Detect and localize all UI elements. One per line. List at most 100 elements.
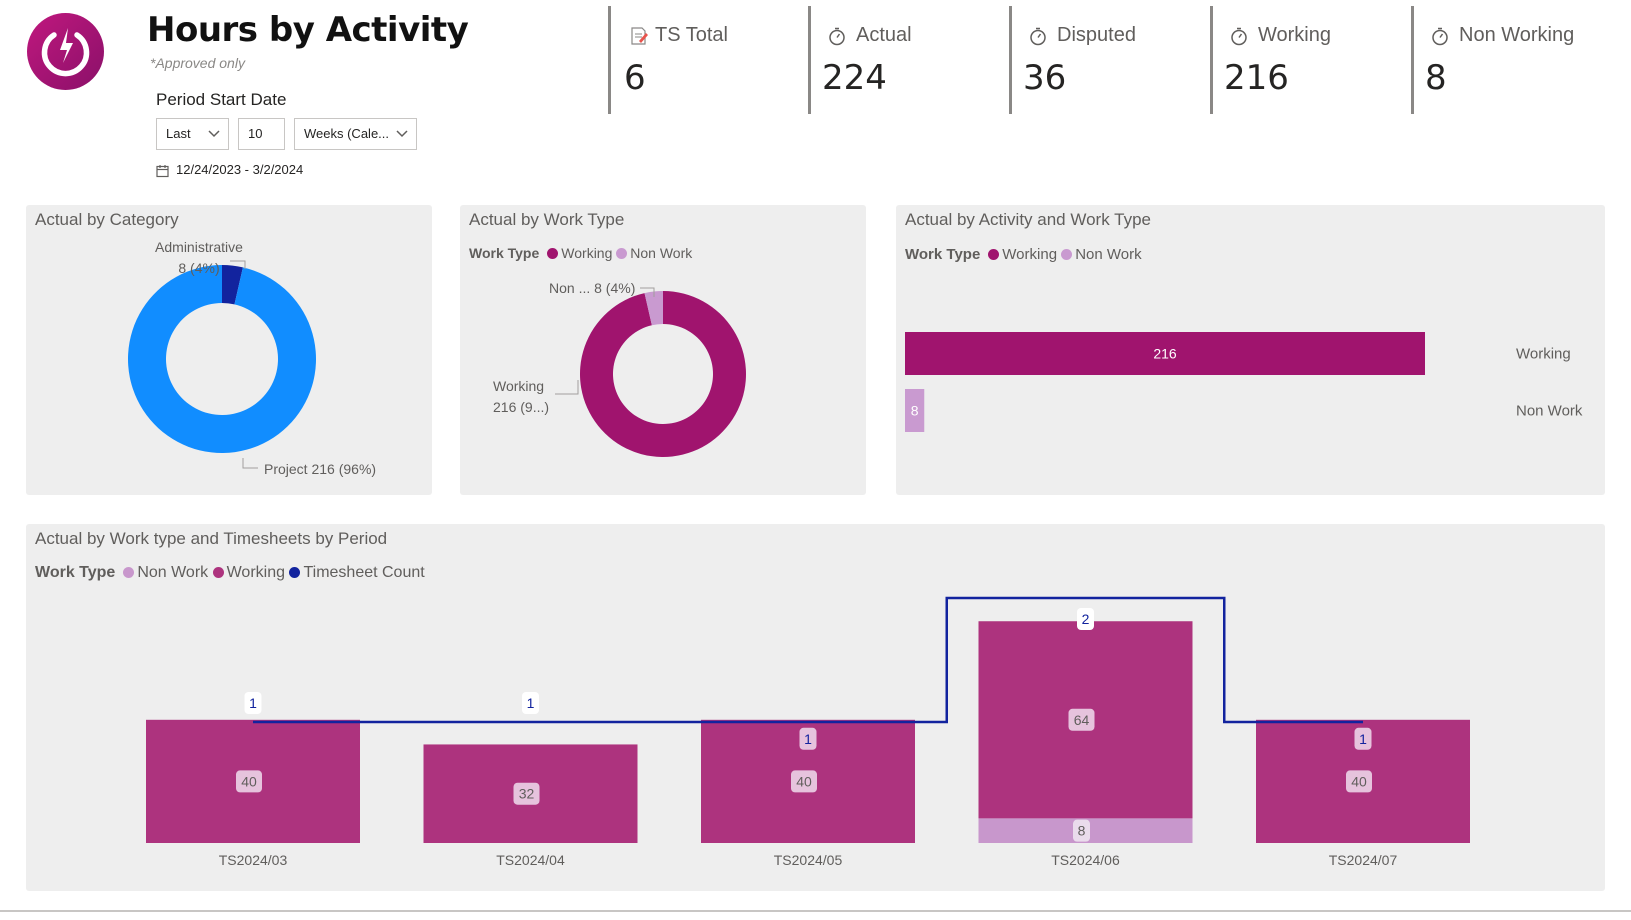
legend-nonwork-swatch <box>123 567 135 578</box>
category-chart-title: Actual by Category <box>35 210 179 229</box>
activity-chart-panel[interactable]: Actual by Activity and Work Type Work Ty… <box>896 205 1605 495</box>
date-range-text: 12/24/2023 - 3/2/2024 <box>176 162 304 177</box>
period-mode-value: Last <box>166 126 191 141</box>
activity-category-label: Non Work <box>1516 403 1583 420</box>
admin-label-name: Administrative <box>155 239 243 255</box>
legend-working-swatch <box>547 248 559 259</box>
period-timesheet-count-label: 1 <box>249 695 257 711</box>
timesheet-count-line[interactable] <box>253 596 1363 724</box>
period-working-value-label: 40 <box>241 773 257 789</box>
kpi-disputed-label: Disputed <box>1057 24 1136 46</box>
period-working-value-label-box <box>791 770 817 793</box>
page-bottom-rule <box>0 910 1631 912</box>
stopwatch-icon <box>827 26 847 51</box>
legend-title: Work Type <box>469 245 540 261</box>
stopwatch-icon <box>1430 26 1450 51</box>
period-working-value-label: 64 <box>1074 712 1090 728</box>
activity-bar-chart: 216 Working 8 Non Work <box>905 332 1583 432</box>
period-working-value-label-box <box>513 782 540 805</box>
period-timesheet-count-label: 1 <box>804 731 812 747</box>
legend-timesheet-label: Timesheet Count <box>303 564 425 581</box>
period-timesheet-count-label-box <box>799 727 817 750</box>
legend-working-label: Working <box>561 245 613 261</box>
activity-legend: Work Type Working Non Work <box>905 246 1142 263</box>
period-filter-label: Period Start Date <box>156 90 287 109</box>
period-nonwork-value-label-box <box>1073 819 1090 842</box>
nonwork-slice-label: Non ... 8 (4%) <box>549 280 635 296</box>
slice-non-work[interactable] <box>644 291 663 326</box>
activity-bar[interactable] <box>905 389 925 432</box>
calendar-icon <box>156 164 170 183</box>
period-x-tick-label: TS2024/04 <box>496 852 565 868</box>
admin-label-value: 8 (4%) <box>178 260 219 276</box>
activity-bar[interactable] <box>905 332 1425 375</box>
kpi-actual-label: Actual <box>856 24 912 46</box>
legend-title: Work Type <box>35 564 116 581</box>
period-count-input[interactable]: 10 <box>238 118 285 150</box>
legend-nonwork-label: Non Work <box>1075 246 1142 263</box>
app-logo <box>27 13 104 90</box>
worktype-chart-panel[interactable]: Actual by Work Type Work Type Working Non… <box>460 205 866 495</box>
leader-line <box>555 380 579 395</box>
legend-nonwork-label: Non Work <box>630 245 693 261</box>
activity-bar-value: 8 <box>911 403 919 419</box>
kpi-divider <box>608 6 611 114</box>
working-slice-label-name: Working <box>493 378 544 394</box>
period-legend: Work Type Non Work Working Timesheet Coun… <box>35 564 425 582</box>
period-x-tick-label: TS2024/06 <box>1051 852 1120 868</box>
kpi-divider <box>808 6 811 114</box>
period-working-value-label-box <box>1346 770 1372 793</box>
legend-nonwork-swatch <box>616 248 628 259</box>
period-x-tick-label: TS2024/05 <box>774 852 843 868</box>
period-timesheet-count-label: 2 <box>1082 611 1090 627</box>
slice-project[interactable] <box>127 265 316 453</box>
period-mode-dropdown[interactable]: Last <box>156 118 229 150</box>
period-unit-value: Weeks (Cale... <box>304 126 390 141</box>
period-timesheet-count-label-box <box>522 692 539 714</box>
note-icon <box>629 26 649 51</box>
period-combo-chart: TS2024/03 TS2024/04 TS2024/05 TS2024/06 TS20… <box>146 596 1470 868</box>
slice-working[interactable] <box>580 291 746 457</box>
kpi-non-working-value: 8 <box>1425 58 1447 98</box>
legend-timesheet-swatch <box>289 567 301 578</box>
slice-administrative[interactable] <box>222 265 243 305</box>
page-subtitle: *Approved only <box>150 55 245 71</box>
category-donut-chart: Administrative 8 (4%) Project 216 (96%) <box>127 239 376 477</box>
legend-working-swatch <box>212 567 224 578</box>
period-working-value-label: 40 <box>1351 773 1367 789</box>
chevron-down-icon <box>208 130 220 138</box>
legend-nonwork-label: Non Work <box>137 564 209 581</box>
category-chart-panel[interactable]: Actual by Category Administrative 8 (4%)… <box>26 205 432 495</box>
activity-bar-value: 216 <box>1153 346 1177 362</box>
page-title: Hours by Activity <box>147 10 469 50</box>
period-count-value: 10 <box>248 126 263 141</box>
period-working-value-label: 40 <box>796 773 812 789</box>
period-nonwork-value-label: 8 <box>1078 823 1086 839</box>
kpi-actual-value: 224 <box>822 58 887 98</box>
legend-nonwork-swatch <box>1061 249 1073 260</box>
worktype-chart-title: Actual by Work Type <box>469 210 625 229</box>
chevron-down-icon <box>396 130 408 138</box>
kpi-divider <box>1210 6 1213 114</box>
worktype-donut-chart: Non ... 8 (4%) Working 216 (9...) <box>493 280 746 457</box>
activity-chart-title: Actual by Activity and Work Type <box>905 210 1151 229</box>
legend-working-label: Working <box>226 564 285 581</box>
worktype-legend: Work Type Working Non Work <box>469 245 692 261</box>
stopwatch-icon <box>1028 26 1048 51</box>
period-timesheet-count-label-box <box>244 692 262 714</box>
kpi-working-value: 216 <box>1224 58 1289 98</box>
stopwatch-icon <box>1229 26 1249 51</box>
legend-working-label: Working <box>1002 246 1058 263</box>
leader-line <box>230 260 246 269</box>
working-slice-label-value: 216 (9...) <box>493 399 549 415</box>
period-timesheet-count-label-box <box>1354 727 1372 750</box>
kpi-working-label: Working <box>1258 24 1331 46</box>
period-working-value-label-box <box>236 770 262 793</box>
leader-line <box>640 287 655 297</box>
kpi-ts-total-value: 6 <box>624 58 646 98</box>
period-unit-dropdown[interactable]: Weeks (Cale... <box>294 118 417 150</box>
period-timesheet-count-label: 1 <box>527 695 535 711</box>
legend-working-swatch <box>988 249 1000 260</box>
period-chart-panel[interactable]: Actual by Work type and Timesheets by Pe… <box>26 524 1605 891</box>
period-x-tick-label: TS2024/07 <box>1329 852 1398 868</box>
